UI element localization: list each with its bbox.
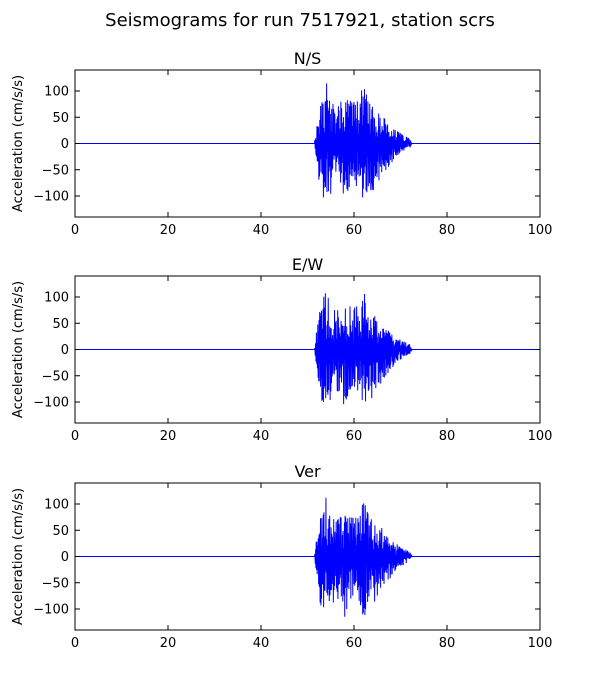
x-tick-label: 40 — [253, 636, 270, 651]
y-tick-label: 0 — [61, 343, 69, 358]
chart-panel-ver: Ver Acceleration (cm/s/s) 0 20 40 60 80 100 100 5… — [11, 462, 552, 651]
y-tick-label: −50 — [42, 163, 69, 178]
figure-title: Seismograms for run 7517921, station scr… — [105, 10, 495, 31]
chart-title: E/W — [292, 255, 324, 274]
x-tick-label: 0 — [71, 429, 79, 444]
x-tick-label: 60 — [346, 636, 363, 651]
x-tick-label: 0 — [71, 636, 79, 651]
y-tick-label: 0 — [61, 550, 69, 565]
x-tick-label: 80 — [439, 429, 456, 444]
y-tick-label: 50 — [52, 111, 69, 126]
x-tick-label: 0 — [71, 223, 79, 238]
y-tick-label: 100 — [44, 85, 69, 100]
y-tick-label: −100 — [33, 603, 69, 618]
signal-trace — [75, 497, 540, 617]
x-tick-label: 60 — [346, 223, 363, 238]
y-axis-label: Acceleration (cm/s/s) — [11, 75, 26, 212]
x-tick-label: 20 — [160, 223, 177, 238]
y-tick-label: −100 — [33, 190, 69, 205]
x-tick-label: 60 — [346, 429, 363, 444]
x-tick-label: 20 — [160, 636, 177, 651]
y-axis-label: Acceleration (cm/s/s) — [11, 488, 26, 625]
y-tick-label: −50 — [42, 576, 69, 591]
signal-trace — [75, 83, 540, 198]
chart-title: Ver — [294, 462, 321, 481]
y-tick-label: 0 — [61, 137, 69, 152]
x-tick-label: 40 — [253, 429, 270, 444]
x-tick-label: 40 — [253, 223, 270, 238]
chart-panel-e-w: E/W Acceleration (cm/s/s) 0 20 40 60 80 100 100 5… — [11, 255, 552, 444]
chart-panel-n-s: N/S Acceleration (cm/s/s) 0 20 40 60 80 100 100 5… — [11, 49, 552, 238]
x-tick-label: 100 — [528, 636, 553, 651]
x-tick-label: 100 — [528, 223, 553, 238]
y-tick-label: 100 — [44, 498, 69, 513]
x-tick-label: 80 — [439, 636, 456, 651]
y-axis-label: Acceleration (cm/s/s) — [11, 281, 26, 418]
x-tick-label: 100 — [528, 429, 553, 444]
y-tick-label: 100 — [44, 291, 69, 306]
chart-title: N/S — [294, 49, 322, 68]
y-tick-label: 50 — [52, 524, 69, 539]
y-tick-label: 50 — [52, 317, 69, 332]
x-tick-label: 20 — [160, 429, 177, 444]
x-tick-label: 80 — [439, 223, 456, 238]
y-tick-label: −100 — [33, 396, 69, 411]
signal-trace — [75, 293, 540, 405]
y-tick-label: −50 — [42, 369, 69, 384]
